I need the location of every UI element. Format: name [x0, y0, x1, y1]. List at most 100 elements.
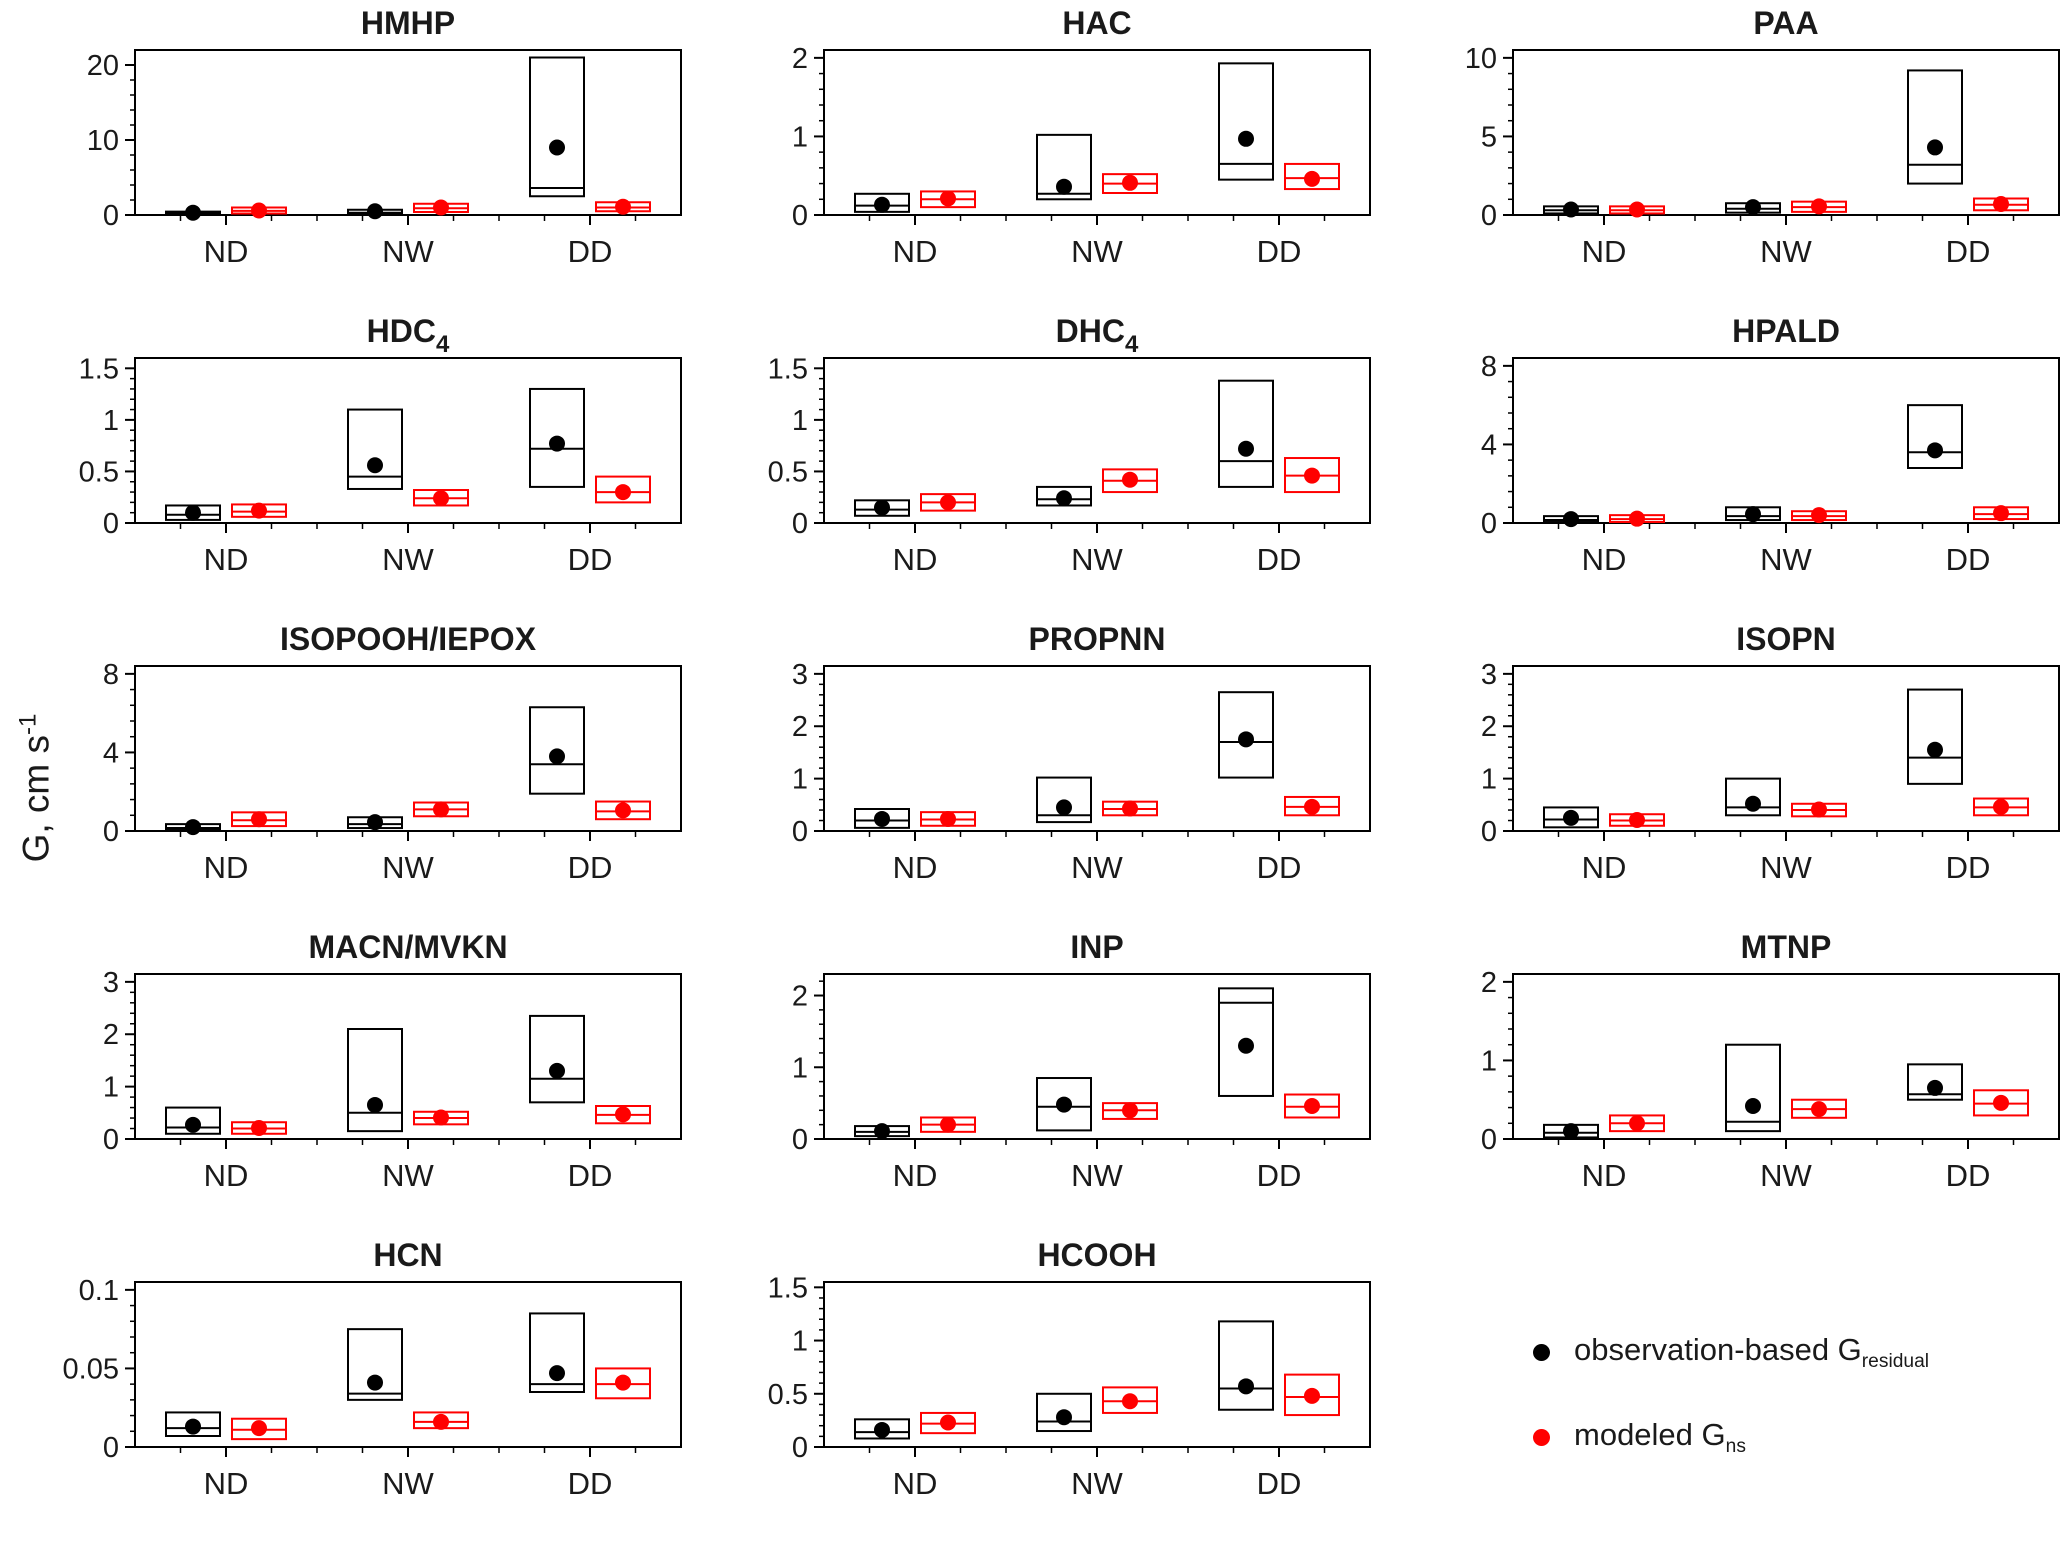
model-dot — [1122, 800, 1138, 817]
x-tick-label: DD — [1257, 542, 1302, 577]
model-dot — [940, 810, 956, 827]
x-tick-label: NW — [382, 542, 434, 577]
y-tick-label: 10 — [1465, 43, 1497, 75]
x-tick-label: ND — [893, 234, 938, 269]
legend-label-model: modeled Gns — [1574, 1417, 1746, 1458]
axes-box — [1512, 665, 2060, 832]
obs-dot — [367, 1096, 383, 1113]
x-tick-label: DD — [1946, 1158, 1991, 1193]
obs-dot — [1927, 1079, 1943, 1096]
x-tick-label: ND — [204, 850, 249, 885]
x-tick-label: ND — [204, 1466, 249, 1501]
y-tick-label: 0 — [792, 508, 808, 540]
panel-isopn: 0 1 2 3 ND NW DD ISOPN — [1378, 616, 2067, 924]
model-dot — [1629, 510, 1645, 527]
y-tick-label: 8 — [1481, 351, 1497, 383]
panel-title: HCN — [373, 1237, 442, 1273]
panel-hpald: 0 4 8 ND NW DD HPALD — [1378, 308, 2067, 616]
model-box — [1284, 1373, 1340, 1417]
x-tick-label: DD — [568, 1158, 613, 1193]
panel-paa: 0 5 10 ND NW DD PAA — [1378, 0, 2067, 308]
panel-hmhp: 0 10 20 ND NW DD HMHP — [0, 0, 689, 308]
obs-dot — [1927, 442, 1943, 459]
axes-box — [1512, 973, 2060, 1140]
model-dot — [1122, 471, 1138, 488]
x-tick-label: NW — [1071, 542, 1123, 577]
panel-chart: 0 1 2 ND NW DD HAC — [792, 5, 1371, 269]
obs-dot — [185, 1418, 201, 1435]
panel-chart: 0 0.05 0.1 ND NW DD HCN — [63, 1237, 682, 1501]
y-tick-label: 1 — [792, 764, 808, 796]
panel-macn-mvkn: 0 1 2 3 ND NW DD MACN/MVKN — [0, 924, 689, 1232]
y-tick-label: 2 — [792, 711, 808, 743]
y-tick-label: 0 — [1481, 1124, 1497, 1156]
x-tick-label: NW — [1071, 1158, 1123, 1193]
panel-title: MACN/MVKN — [308, 929, 507, 965]
y-tick-label: 10 — [87, 125, 119, 157]
obs-dot — [549, 1365, 565, 1382]
obs-box — [1907, 69, 1963, 185]
panel-hac: 0 1 2 ND NW DD HAC — [689, 0, 1378, 308]
y-tick-label: 1 — [1481, 764, 1497, 796]
model-dot — [940, 1414, 956, 1431]
y-tick-label: 20 — [87, 50, 119, 82]
model-dot — [1629, 1115, 1645, 1132]
y-tick-label: 0.5 — [768, 456, 808, 488]
y-tick-label: 2 — [792, 981, 808, 1013]
x-tick-label: NW — [1071, 850, 1123, 885]
obs-dot — [549, 1062, 565, 1079]
x-tick-label: DD — [1257, 850, 1302, 885]
y-tick-label: 0 — [792, 1124, 808, 1156]
axes-box — [823, 1281, 1371, 1448]
obs-dot — [1927, 741, 1943, 758]
y-tick-label: 0 — [792, 1432, 808, 1464]
obs-box — [1218, 1320, 1274, 1411]
y-tick-label: 0 — [103, 816, 119, 848]
obs-dot — [874, 1123, 890, 1140]
obs-box — [1907, 404, 1963, 470]
obs-dot — [1238, 731, 1254, 748]
model-dot — [615, 484, 631, 501]
obs-dot — [549, 748, 565, 765]
obs-dot — [185, 819, 201, 836]
panel-title: HAC — [1062, 5, 1131, 41]
obs-box — [1543, 806, 1599, 829]
y-tick-label: 0 — [1481, 200, 1497, 232]
obs-box — [1036, 1077, 1092, 1132]
x-tick-label: NW — [1760, 1158, 1812, 1193]
y-tick-label: 2 — [1481, 711, 1497, 743]
x-tick-label: ND — [1582, 234, 1627, 269]
panel-title: HDC4 — [367, 313, 450, 358]
panel-chart: 0 0.5 1 1.5 ND NW DD HCOOH — [768, 1237, 1371, 1501]
model-dot — [1811, 1101, 1827, 1118]
x-tick-label: NW — [1760, 234, 1812, 269]
obs-box — [1218, 62, 1274, 181]
axes-box — [823, 357, 1371, 524]
panel-hcn: 0 0.05 0.1 ND NW DD HCN — [0, 1232, 689, 1540]
panel-title: MTNP — [1741, 929, 1832, 965]
axes-box — [134, 357, 682, 524]
model-dot — [433, 1109, 449, 1126]
legend: observation-based Gresidual modeled Gns — [1378, 1232, 2067, 1540]
model-dot — [940, 190, 956, 207]
obs-box — [1036, 1392, 1092, 1433]
model-dot — [1811, 198, 1827, 215]
x-tick-label: NW — [382, 234, 434, 269]
panel-chart: 0 4 8 ND NW DD HPALD — [1481, 313, 2060, 577]
model-dot — [1304, 798, 1320, 815]
y-tick-label: 0 — [103, 200, 119, 232]
panel-chart: 0 5 10 ND NW DD PAA — [1465, 5, 2060, 269]
obs-dot — [549, 139, 565, 156]
panel-chart: 0 1 2 3 ND NW DD ISOPN — [1481, 621, 2060, 885]
x-tick-label: ND — [893, 1158, 938, 1193]
axes-box — [1512, 357, 2060, 524]
model-dot — [940, 494, 956, 511]
y-tick-label: 1 — [103, 1072, 119, 1104]
model-dot — [433, 801, 449, 818]
y-tick-label: 2 — [792, 43, 808, 75]
panel-title: INP — [1070, 929, 1123, 965]
axes-box — [823, 49, 1371, 216]
y-tick-label: 0 — [103, 1432, 119, 1464]
model-dot — [1304, 1098, 1320, 1114]
